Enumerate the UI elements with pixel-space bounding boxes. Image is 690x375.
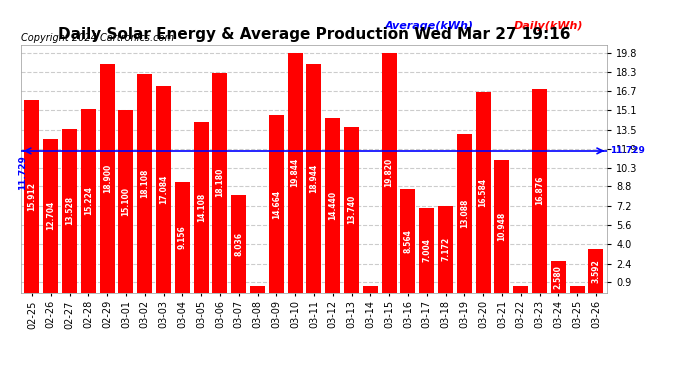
Text: 13.088: 13.088 [460, 199, 469, 228]
Bar [119, 110, 133, 292]
Bar [306, 64, 322, 292]
Bar [438, 206, 453, 292]
Text: 14.664: 14.664 [272, 189, 281, 219]
Text: 7.172: 7.172 [441, 237, 450, 261]
Text: 3.592: 3.592 [591, 259, 600, 283]
Text: 13.528: 13.528 [65, 196, 74, 225]
Bar [137, 74, 152, 292]
Text: 19.844: 19.844 [290, 158, 299, 188]
Bar [81, 109, 96, 292]
Text: 8.036: 8.036 [235, 232, 244, 256]
Text: 15.224: 15.224 [84, 186, 93, 215]
Bar [250, 286, 265, 292]
Bar [288, 53, 303, 292]
Bar [570, 286, 584, 292]
Bar [194, 122, 208, 292]
Text: 17.084: 17.084 [159, 175, 168, 204]
Text: 15.912: 15.912 [28, 182, 37, 211]
Text: 10.948: 10.948 [497, 212, 506, 241]
Text: 11.729: 11.729 [610, 146, 645, 155]
Bar [344, 127, 359, 292]
Text: 18.944: 18.944 [309, 164, 319, 193]
Text: 7.004: 7.004 [422, 238, 431, 262]
Text: 9.156: 9.156 [178, 225, 187, 249]
Bar [363, 286, 378, 292]
Text: 13.740: 13.740 [347, 195, 356, 224]
Bar [495, 160, 509, 292]
Bar [420, 208, 434, 292]
Bar [43, 139, 58, 292]
Text: 14.108: 14.108 [197, 193, 206, 222]
Bar [213, 73, 228, 292]
Text: Average(kWh): Average(kWh) [384, 21, 473, 32]
Bar [589, 249, 604, 292]
Bar [231, 195, 246, 292]
Text: 16.584: 16.584 [479, 178, 488, 207]
Text: 16.876: 16.876 [535, 176, 544, 206]
Bar [24, 100, 39, 292]
Bar [532, 89, 547, 292]
Text: Daily(kWh): Daily(kWh) [513, 21, 583, 32]
Bar [175, 182, 190, 292]
Text: Copyright 2024 Cartronics.com: Copyright 2024 Cartronics.com [21, 33, 174, 42]
Bar [325, 118, 340, 292]
Text: 2.580: 2.580 [554, 265, 563, 289]
Text: 11.729: 11.729 [18, 155, 27, 190]
Bar [62, 129, 77, 292]
Bar [382, 53, 397, 292]
Bar [475, 92, 491, 292]
Text: 19.820: 19.820 [384, 158, 393, 188]
Bar [269, 116, 284, 292]
Text: 18.108: 18.108 [140, 168, 149, 198]
Text: 8.564: 8.564 [404, 229, 413, 253]
Bar [551, 261, 566, 292]
Bar [513, 286, 529, 292]
Text: 18.900: 18.900 [103, 164, 112, 193]
Bar [457, 135, 472, 292]
Text: 14.440: 14.440 [328, 191, 337, 220]
Text: 18.180: 18.180 [215, 168, 224, 198]
Title: Daily Solar Energy & Average Production Wed Mar 27 19:16: Daily Solar Energy & Average Production … [58, 27, 570, 42]
Bar [400, 189, 415, 292]
Bar [156, 86, 171, 292]
Text: 15.100: 15.100 [121, 187, 130, 216]
Bar [99, 64, 115, 292]
Text: 12.704: 12.704 [46, 201, 55, 230]
